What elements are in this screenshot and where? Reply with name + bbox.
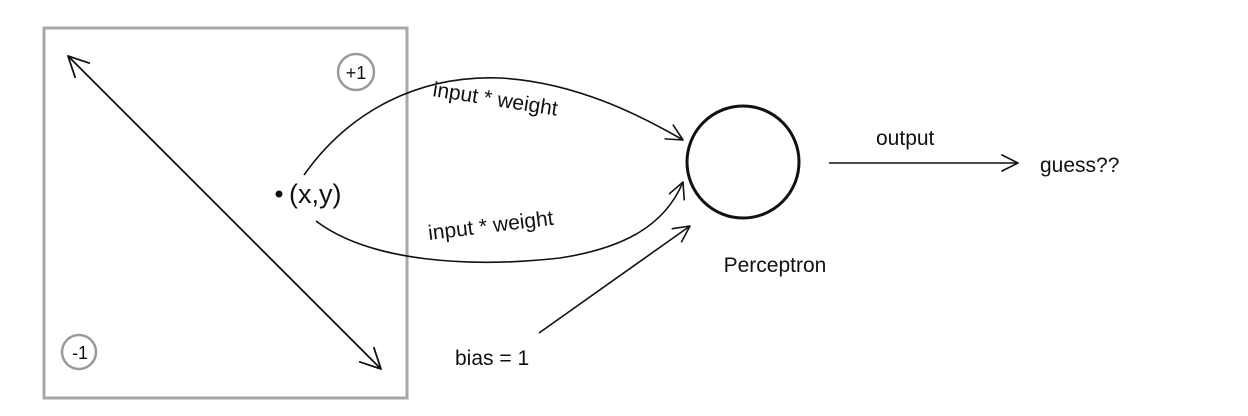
edge-top-label: input * weight: [431, 78, 559, 120]
input-point-dot: [275, 190, 283, 198]
edge-bottom-label: input * weight: [427, 207, 555, 245]
input-point: (x,y): [275, 179, 341, 209]
edge-bottom-arrow: [315, 181, 685, 263]
edge-top-arrow: [303, 77, 684, 176]
positive-region-marker: +1: [336, 52, 376, 92]
input-point-label: (x,y): [289, 179, 341, 209]
positive-region-label: +1: [346, 63, 367, 83]
negative-region-label: -1: [72, 343, 88, 363]
negative-region-marker: -1: [60, 333, 98, 371]
bias-label: bias = 1: [455, 347, 529, 370]
output-label: output: [876, 127, 935, 150]
input-space-frame: [42, 26, 409, 400]
perceptron-node: [685, 104, 801, 220]
perceptron-label: Perceptron: [724, 254, 827, 277]
bias-arrow: [538, 225, 691, 334]
result-label: guess??: [1040, 154, 1119, 177]
decision-boundary-line: [67, 55, 382, 370]
